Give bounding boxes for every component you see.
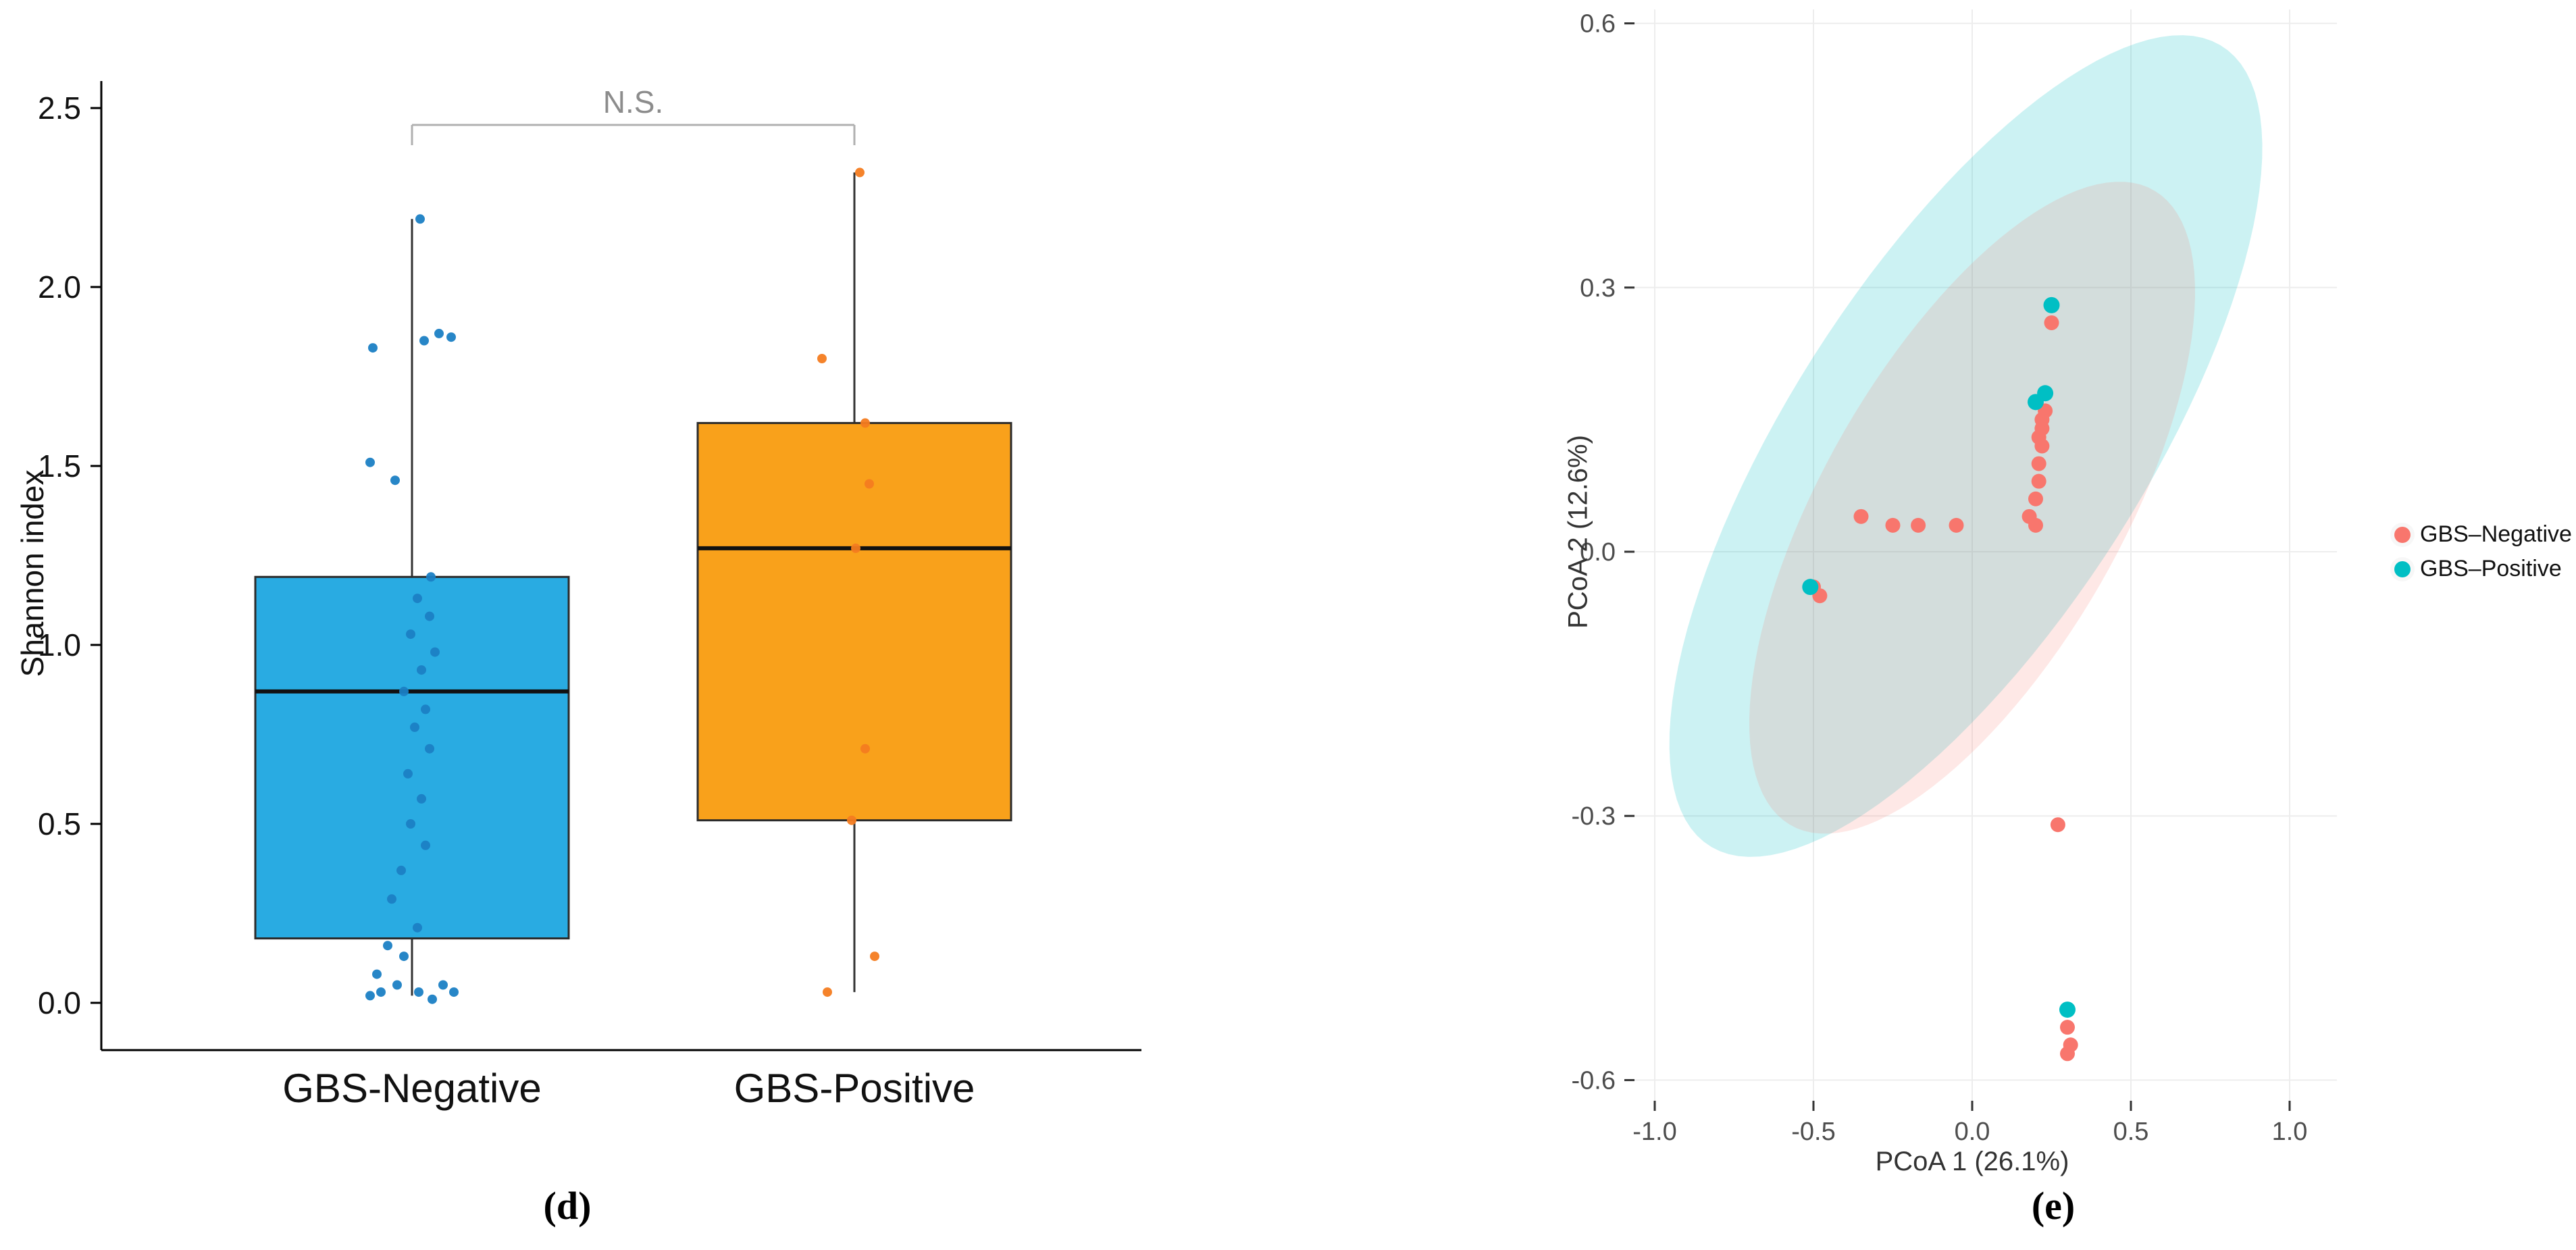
jitter-point [383, 941, 392, 951]
jitter-point [421, 840, 430, 850]
jitter-point [421, 704, 430, 714]
scatter-point-positive [2037, 385, 2054, 402]
jitter-point [413, 594, 422, 604]
jitter-point [870, 952, 879, 962]
jitter-point [406, 819, 415, 829]
scatter-point-negative [2028, 517, 2043, 533]
jitter-point [860, 744, 870, 754]
y-tick-label: 0.0 [38, 985, 81, 1020]
scatter-point-negative [2060, 1046, 2075, 1062]
y-tick-label: -0.6 [1572, 1066, 1616, 1095]
jitter-point [438, 980, 448, 990]
panel-letter-d: (d) [543, 1184, 592, 1228]
legend-dot-gbs-positive [2394, 561, 2411, 577]
jitter-point [851, 543, 860, 553]
pcoa-x-axis-title: PCoA 1 (26.1%) [1875, 1147, 2069, 1176]
boxplot-panel: 0.0 0.5 1.0 1.5 2.0 2.5 GBS-Negative GBS-Positi… [38, 81, 1141, 1111]
jitter-point [368, 343, 378, 353]
legend-item-gbs-negative: GBS–Negative [2394, 521, 2572, 548]
box-gbs-positive [696, 421, 1012, 822]
y-tick-label: 0.0 [1580, 538, 1616, 567]
scatter-point-negative [2050, 817, 2065, 833]
jitter-point [847, 815, 856, 825]
scatter-point-negative [1911, 517, 1926, 533]
scatter-point-negative [2060, 1020, 2075, 1035]
confidence-ellipse-gbs-positive [1669, 35, 2263, 857]
jitter-point [376, 987, 386, 997]
jitter-point [860, 418, 870, 428]
scatter-point-positive [1802, 579, 1819, 596]
scatter-point-negative [2044, 315, 2059, 330]
jitter-point [372, 969, 382, 979]
pcoa-y-axis-title: PCoA 2 (12.6%) [1563, 435, 1593, 629]
y-tick-label: 1.5 [38, 448, 81, 484]
jitter-point [399, 952, 409, 962]
pcoa-legend: GBS–Negative GBS–Positive [2394, 521, 2572, 582]
jitter-point [392, 980, 402, 990]
x-tick-label: 0.0 [1955, 1118, 1990, 1146]
jitter-point [417, 665, 426, 675]
x-tick-label: 0.5 [2113, 1118, 2149, 1146]
scatter-point-negative [1949, 517, 1964, 533]
y-tick-label: 0.3 [1580, 274, 1616, 303]
jitter-point [425, 744, 434, 754]
boxplot-y-axis-title: Shannon index [15, 469, 50, 677]
significance-label: N.S. [603, 84, 663, 120]
jitter-point [434, 328, 444, 338]
y-tick-label: 2.0 [38, 269, 81, 305]
y-tick-label: 1.0 [38, 627, 81, 662]
x-tick-label: -1.0 [1632, 1118, 1676, 1146]
jitter-point [419, 336, 429, 346]
jitter-point [446, 332, 456, 342]
legend-dot-gbs-negative [2394, 526, 2411, 543]
scatter-point-negative [2031, 456, 2046, 471]
scatter-point-negative [2031, 473, 2046, 489]
group-label: GBS-Positive [734, 1066, 975, 1111]
confidence-ellipse-gbs-negative [1749, 182, 2195, 834]
jitter-point [406, 629, 415, 640]
group-label: GBS-Negative [282, 1066, 542, 1111]
jitter-point [817, 354, 827, 363]
scatter-point-negative [2028, 491, 2043, 506]
jitter-point [415, 214, 425, 224]
jitter-point [414, 987, 423, 997]
jitter-point [390, 475, 400, 486]
jitter-point [855, 167, 865, 178]
jitter-point [403, 769, 413, 779]
legend-item-gbs-positive: GBS–Positive [2394, 556, 2572, 582]
scatter-point-positive [2043, 296, 2060, 313]
jitter-point [365, 991, 375, 1001]
x-tick-label: 1.0 [2272, 1118, 2308, 1146]
jitter-point [865, 479, 874, 489]
y-tick-label: 0.6 [1580, 10, 1616, 38]
scatter-point-positive [2059, 1001, 2076, 1018]
jitter-point [428, 994, 437, 1004]
jitter-point [823, 987, 832, 997]
legend-label-gbs-negative: GBS–Negative [2420, 521, 2572, 547]
jitter-point [449, 987, 459, 997]
x-tick-label: -0.5 [1791, 1118, 1835, 1146]
jitter-point [417, 793, 426, 804]
jitter-point [426, 572, 436, 582]
scatter-point-negative [1885, 517, 1901, 533]
jitter-point [410, 722, 419, 732]
y-tick-label: 2.5 [38, 90, 81, 126]
jitter-point [430, 647, 440, 657]
pcoa-panel: -1.0 -0.5 0.0 0.5 1.0 0.6 0.3 0.0 -0.3 -0.6 [1572, 9, 2337, 1146]
jitter-point [425, 611, 434, 621]
jitter-point [399, 686, 409, 696]
y-tick-label: 0.5 [38, 806, 81, 841]
jitter-point [396, 865, 406, 875]
y-tick-label: -0.3 [1572, 802, 1616, 831]
jitter-point [365, 457, 375, 467]
scatter-point-negative [1853, 509, 1869, 524]
legend-label-gbs-positive: GBS–Positive [2420, 556, 2562, 581]
panel-letter-e: (e) [2031, 1184, 2076, 1228]
jitter-point [413, 922, 422, 933]
jitter-point [387, 894, 396, 904]
